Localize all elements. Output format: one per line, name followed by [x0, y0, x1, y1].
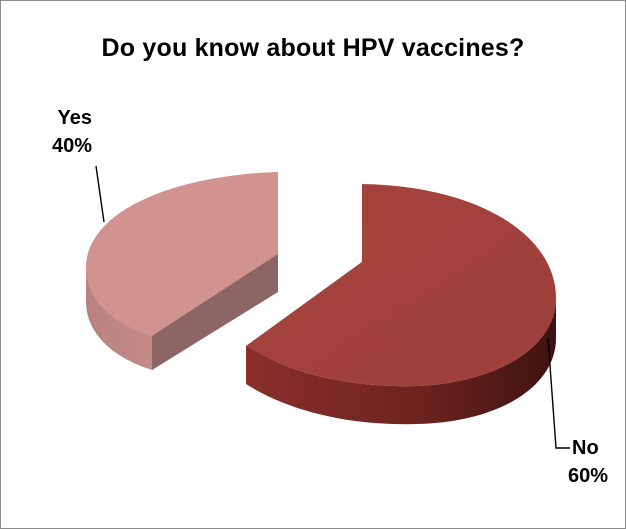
slice-yes-top — [86, 172, 278, 336]
slice-no — [246, 184, 556, 425]
slice-no-side — [246, 298, 556, 425]
data-label-yes-name: Yes — [57, 107, 92, 129]
leader-line-yes — [95, 165, 105, 223]
leader-line-no — [547, 337, 570, 449]
data-label-yes-value: 40% — [51, 135, 92, 157]
chart-title: Do you know about HPV vaccines? — [101, 34, 525, 62]
data-label-no-value: 60% — [568, 465, 609, 487]
data-label-yes: Yes 40% — [40, 104, 92, 160]
data-label-no-name: No — [572, 437, 599, 459]
data-label-no: No 60% — [568, 434, 624, 490]
slice-no-top — [246, 184, 556, 387]
slice-yes — [86, 172, 278, 370]
slice-yes-side — [86, 268, 152, 370]
slice-yes-cut — [152, 254, 278, 370]
